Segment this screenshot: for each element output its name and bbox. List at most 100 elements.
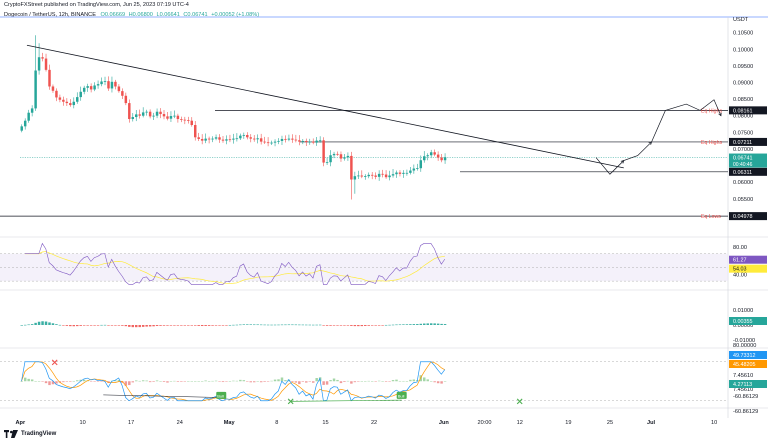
candle	[131, 117, 135, 120]
tradingview-icon	[4, 430, 18, 438]
candle	[426, 155, 429, 157]
osc-histogram-bar	[357, 381, 360, 382]
histogram-bar	[391, 324, 395, 326]
candle	[374, 175, 377, 177]
osc-histogram-bar	[48, 381, 51, 386]
histogram-bar	[117, 325, 121, 326]
currency-label: USDT	[733, 17, 749, 23]
candle	[41, 57, 44, 59]
bull-divergence-line	[290, 399, 402, 402]
osc-histogram-bar	[423, 377, 426, 382]
candle	[412, 168, 416, 171]
level-tag: 0.08161	[733, 108, 753, 114]
osc-histogram-bar	[37, 381, 41, 382]
candle	[364, 176, 367, 177]
osc-histogram-bar	[96, 381, 100, 382]
osc-histogram-bar	[180, 381, 183, 382]
projection-arrowhead	[648, 141, 653, 145]
histogram-bar	[318, 324, 322, 326]
tradingview-logo[interactable]: TradingView	[4, 430, 56, 438]
osc-histogram-bar	[211, 380, 214, 382]
symbol-ohlc: Dogecoin / TetherUS, 12h, BINANCE O0.066…	[4, 12, 259, 19]
x-tick-label: 10	[79, 420, 85, 426]
osc-histogram-bar	[235, 380, 239, 382]
histogram-bar	[30, 324, 34, 325]
price-tick-label: 0.10500	[733, 31, 753, 37]
osc-histogram-bar	[162, 381, 166, 382]
candle	[124, 95, 128, 104]
candle	[409, 170, 412, 173]
histogram-bar	[232, 324, 235, 326]
osc-histogram-bar	[301, 381, 305, 382]
candle	[155, 111, 159, 116]
histogram-bar	[259, 324, 263, 326]
last-price-tag-bg	[729, 153, 767, 168]
candle	[246, 134, 249, 138]
histogram-bar	[277, 324, 280, 326]
osc-histogram-bar	[69, 381, 72, 382]
histogram-bar	[211, 325, 214, 326]
histogram-bar	[315, 324, 318, 326]
osc-histogram-bar	[252, 381, 256, 383]
price-tick-label: 0.08000	[733, 114, 753, 120]
osc-value-tag: 4.27113	[733, 382, 752, 388]
x-tick-label: 8	[275, 420, 278, 426]
histogram-bar	[416, 324, 419, 325]
osc-histogram-bar	[242, 380, 246, 382]
osc-tick-label: 80.00000	[733, 343, 756, 349]
rsi-value-tag: 61.27	[733, 258, 747, 264]
histogram-bar	[284, 324, 287, 326]
osc-histogram-bar	[58, 381, 62, 383]
osc-histogram-bar	[30, 379, 34, 382]
level-tag: 0.07211	[733, 140, 752, 146]
histogram-bar	[367, 325, 370, 326]
osc-histogram-bar	[27, 378, 30, 382]
histogram-bar	[145, 325, 148, 327]
histogram-bar	[152, 325, 155, 327]
candle	[86, 86, 89, 88]
rsi-line	[24, 242, 446, 285]
histogram-bar	[419, 323, 423, 325]
histogram-bar	[266, 324, 270, 326]
histogram-bar	[273, 324, 277, 326]
histogram-bar	[221, 325, 225, 326]
histogram-bar	[270, 324, 273, 326]
x-tick-label: Jun	[439, 420, 450, 426]
histogram-bar	[20, 325, 23, 326]
osc-histogram-bar	[23, 377, 27, 382]
osc-histogram-bar	[232, 380, 235, 382]
candle	[128, 103, 131, 120]
ohlc-low: L0.06641	[156, 12, 180, 18]
histogram-bar	[256, 324, 259, 326]
candle	[266, 142, 270, 144]
candle	[190, 120, 193, 126]
buy-signal-x	[287, 398, 294, 405]
candle	[211, 138, 214, 140]
osc-histogram-bar	[72, 381, 76, 382]
candle	[346, 155, 350, 158]
osc-histogram-bar	[291, 381, 294, 382]
candle	[301, 140, 305, 142]
candle	[405, 172, 409, 174]
candle	[207, 138, 211, 140]
candle	[117, 86, 121, 92]
last-price-tag: 0.06741	[733, 156, 753, 162]
candle	[37, 57, 41, 71]
candle	[391, 174, 395, 176]
candle	[298, 140, 301, 142]
bull-label: Bull	[398, 393, 405, 398]
candle	[322, 140, 325, 163]
histogram-bar	[339, 325, 343, 326]
price-tick-label: 0.09000	[733, 80, 753, 86]
x-tick-label: Apr	[16, 420, 26, 426]
candle	[436, 154, 440, 158]
histogram-bar	[194, 325, 197, 326]
histogram-bar	[135, 325, 138, 328]
candle	[318, 140, 322, 142]
osc-histogram-bar	[270, 380, 273, 382]
candle	[291, 138, 294, 140]
histogram-tick-label: 0.00000	[733, 323, 753, 329]
osc-histogram-bar	[305, 381, 308, 383]
histogram-bar	[436, 323, 440, 325]
